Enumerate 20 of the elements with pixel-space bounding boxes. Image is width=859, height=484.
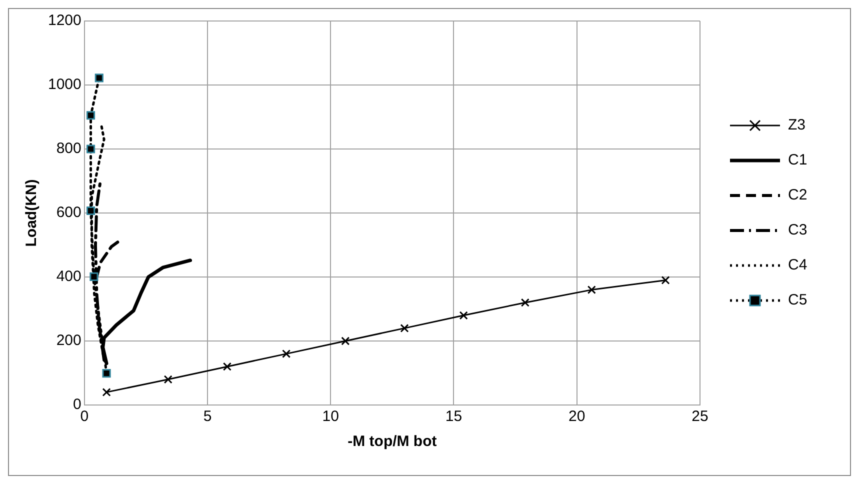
y-tick-label: 200 (56, 332, 82, 350)
y-tick-label: 600 (56, 204, 82, 222)
x-tick-label: 20 (568, 408, 586, 426)
y-tick-label: 0 (73, 396, 82, 414)
y-tick-label: 800 (56, 140, 82, 158)
y-tick-label: 400 (56, 268, 82, 286)
x-axis-title: -M top/M bot (348, 433, 437, 450)
legend-label: C4 (788, 256, 808, 274)
legend-label: C1 (788, 152, 808, 169)
legend-label: C5 (788, 292, 808, 309)
y-tick-label: 1200 (48, 12, 82, 30)
y-tick-label: 1000 (48, 76, 82, 94)
legend-label: C2 (788, 186, 808, 204)
x-tick-label: 15 (445, 408, 462, 426)
x-tick-label: 10 (322, 408, 339, 426)
x-tick-label: 5 (203, 408, 212, 426)
legend-label: Z3 (788, 116, 806, 134)
y-axis-title: Load(KN) (23, 179, 40, 247)
x-tick-label: 25 (692, 408, 708, 426)
legend-label: C3 (788, 222, 808, 239)
